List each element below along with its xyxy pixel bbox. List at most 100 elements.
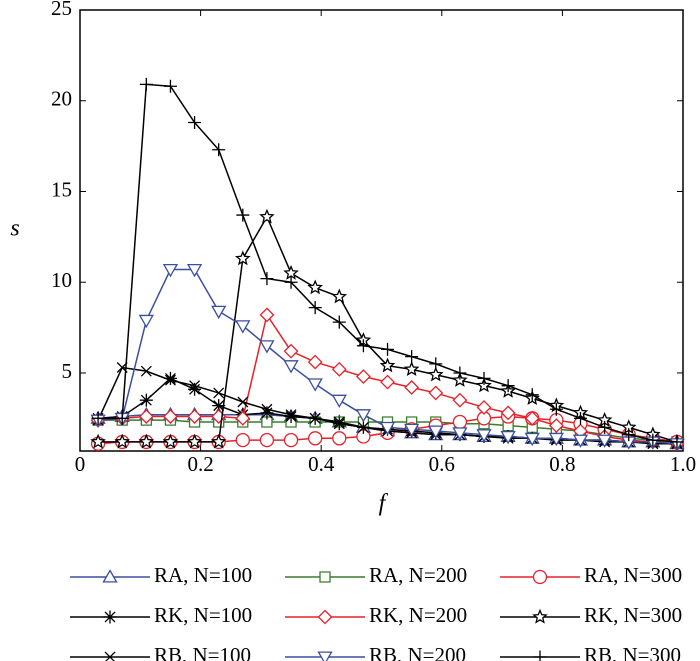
legend-label: RK, N=100 [154, 603, 252, 627]
x-tick-label: 0.2 [187, 452, 213, 476]
marker [283, 360, 299, 374]
marker [622, 428, 636, 442]
marker [356, 339, 370, 353]
marker [114, 433, 131, 449]
series-line [98, 215, 678, 443]
marker [261, 403, 273, 415]
marker [332, 431, 347, 446]
marker [429, 357, 443, 371]
marker [500, 405, 516, 421]
legend-label: RA, N=300 [584, 563, 682, 587]
y-tick-label: 10 [51, 268, 72, 292]
legend-label: RK, N=300 [584, 603, 682, 627]
legend-label: RB, N=200 [369, 643, 466, 661]
x-tick-label: 0.6 [429, 452, 455, 476]
x-tick-label: 0.8 [549, 452, 575, 476]
marker [186, 263, 203, 278]
y-tick-label: 20 [51, 87, 72, 111]
legend-marker [532, 608, 548, 624]
marker [500, 430, 516, 445]
marker [163, 79, 177, 93]
marker [210, 433, 227, 449]
marker [333, 416, 345, 428]
x-tick-label: 0.4 [308, 452, 335, 476]
y-tick-label: 5 [62, 359, 73, 383]
marker [307, 279, 323, 295]
x-axis-label: f [379, 491, 389, 517]
legend-label: RA, N=100 [154, 563, 252, 587]
marker [162, 263, 179, 278]
legend-marker [532, 569, 548, 585]
marker [259, 432, 275, 448]
marker [670, 435, 684, 449]
marker [162, 433, 179, 449]
legend-label: RK, N=200 [369, 603, 467, 627]
marker [284, 410, 298, 424]
marker [138, 314, 154, 329]
legend-marker [104, 651, 116, 661]
legend-label: RA, N=200 [369, 563, 467, 587]
plot-frame [79, 9, 684, 452]
marker [405, 350, 419, 364]
marker [139, 393, 153, 407]
marker [572, 434, 589, 448]
marker [188, 382, 202, 396]
marker [163, 371, 177, 385]
marker [501, 379, 515, 393]
marker [357, 421, 369, 433]
marker [259, 340, 275, 354]
marker [452, 427, 468, 441]
marker [138, 409, 154, 424]
y-tick-label: 15 [51, 177, 72, 201]
marker [452, 372, 468, 387]
marker [428, 385, 444, 401]
legend-marker [103, 610, 117, 624]
marker [283, 343, 299, 359]
marker [213, 387, 225, 399]
marker [309, 412, 321, 424]
marker [189, 380, 201, 392]
marker [380, 374, 395, 390]
marker [476, 400, 492, 415]
marker [403, 361, 420, 376]
marker [259, 307, 275, 323]
marker [549, 402, 563, 416]
marker [139, 77, 153, 91]
marker [285, 409, 297, 421]
marker [355, 409, 372, 423]
marker [260, 406, 274, 420]
marker [260, 272, 274, 286]
marker [476, 377, 492, 393]
marker [235, 432, 250, 448]
marker [331, 288, 348, 304]
marker [404, 423, 420, 438]
marker [163, 409, 178, 424]
marker [138, 433, 155, 449]
marker [307, 378, 323, 392]
marker [524, 432, 540, 447]
marker [284, 275, 298, 289]
marker [140, 365, 152, 377]
marker [164, 374, 176, 386]
marker [525, 388, 539, 402]
x-tick-label: 1.0 [670, 452, 696, 476]
marker [91, 411, 105, 425]
marker [379, 357, 396, 373]
legend-marker [102, 569, 118, 583]
marker [355, 369, 371, 385]
y-axis-label: s [10, 216, 19, 242]
marker [235, 250, 251, 266]
marker [332, 417, 346, 431]
marker [261, 416, 273, 428]
marker [548, 432, 564, 447]
legend-label: RB, N=300 [584, 643, 681, 661]
marker [379, 421, 396, 436]
marker [331, 394, 347, 408]
marker [524, 410, 540, 426]
legend-marker [319, 571, 331, 583]
marker [308, 301, 322, 315]
marker [381, 342, 395, 356]
marker [186, 433, 203, 449]
marker [452, 414, 468, 430]
